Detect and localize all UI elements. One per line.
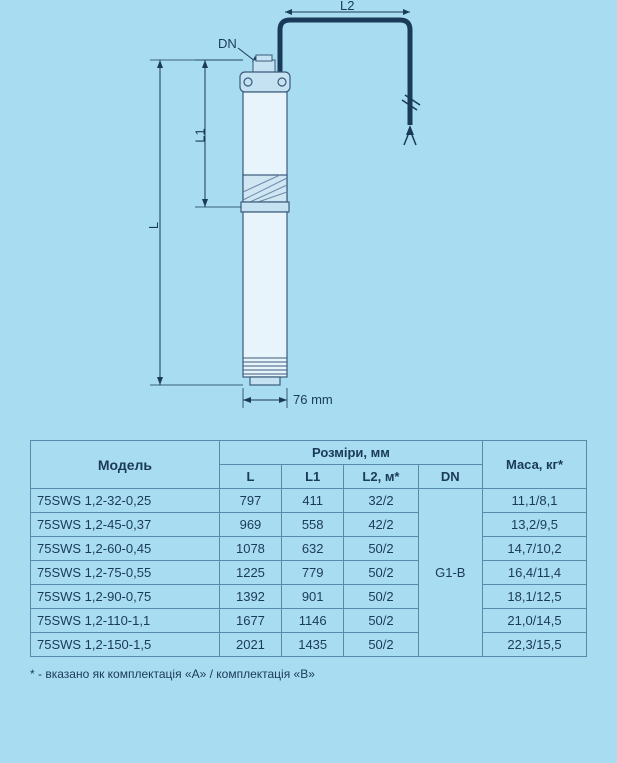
label-l: L bbox=[146, 222, 161, 229]
cell-l1: 558 bbox=[282, 513, 344, 537]
cell-model: 75SWS 1,2-90-0,75 bbox=[31, 585, 220, 609]
th-dn: DN bbox=[418, 465, 482, 489]
footnote: * - вказано як комплектація «А» / компле… bbox=[0, 657, 617, 681]
dimensions-table: Модель Розміри, мм Маса, кг* L L1 L2, м*… bbox=[30, 440, 587, 657]
cell-l2: 50/2 bbox=[344, 537, 418, 561]
table-row: 75SWS 1,2-90-0,75139290150/2 18,1/12,5 bbox=[31, 585, 587, 609]
cell-mass: 13,2/9,5 bbox=[482, 513, 586, 537]
cell-mass: 11,1/8,1 bbox=[482, 489, 586, 513]
cell-l2: 50/2 bbox=[344, 633, 418, 657]
cell-model: 75SWS 1,2-32-0,25 bbox=[31, 489, 220, 513]
cell-mass: 22,3/15,5 bbox=[482, 633, 586, 657]
th-mass: Маса, кг* bbox=[482, 441, 586, 489]
cell-model: 75SWS 1,2-60-0,45 bbox=[31, 537, 220, 561]
cell-l2: 32/2 bbox=[344, 489, 418, 513]
table-row: 75SWS 1,2-60-0,45107863250/2 14,7/10,2 bbox=[31, 537, 587, 561]
cell-l: 797 bbox=[219, 489, 281, 513]
cell-mass: 14,7/10,2 bbox=[482, 537, 586, 561]
pump-diagram: DN L2 L1 L 76 mm bbox=[0, 0, 617, 440]
th-dimensions: Розміри, мм bbox=[219, 441, 482, 465]
cell-l: 969 bbox=[219, 513, 281, 537]
cell-model: 75SWS 1,2-110-1,1 bbox=[31, 609, 220, 633]
label-l1: L1 bbox=[193, 128, 208, 142]
cell-l: 2021 bbox=[219, 633, 281, 657]
cell-mass: 18,1/12,5 bbox=[482, 585, 586, 609]
cell-l1: 1435 bbox=[282, 633, 344, 657]
cell-l2: 50/2 bbox=[344, 609, 418, 633]
th-l: L bbox=[219, 465, 281, 489]
cell-l1: 632 bbox=[282, 537, 344, 561]
table-row: 75SWS 1,2-150-1,52021143550/2 22,3/15,5 bbox=[31, 633, 587, 657]
cell-mass: 21,0/14,5 bbox=[482, 609, 586, 633]
label-dn: DN bbox=[218, 36, 237, 51]
table-body: 75SWS 1,2-32-0,2579741132/2G1-B11,1/8,17… bbox=[31, 489, 587, 657]
cell-l: 1677 bbox=[219, 609, 281, 633]
cell-l1: 411 bbox=[282, 489, 344, 513]
cell-l2: 50/2 bbox=[344, 585, 418, 609]
cell-model: 75SWS 1,2-75-0,55 bbox=[31, 561, 220, 585]
label-width: 76 mm bbox=[293, 392, 333, 407]
cell-l: 1078 bbox=[219, 537, 281, 561]
table-row: 75SWS 1,2-75-0,55122577950/2 16,4/11,4 bbox=[31, 561, 587, 585]
cell-l: 1392 bbox=[219, 585, 281, 609]
cell-model: 75SWS 1,2-150-1,5 bbox=[31, 633, 220, 657]
cell-mass: 16,4/11,4 bbox=[482, 561, 586, 585]
table-row: 75SWS 1,2-110-1,11677114650/2 21,0/14,5 bbox=[31, 609, 587, 633]
cell-l1: 1146 bbox=[282, 609, 344, 633]
cell-l: 1225 bbox=[219, 561, 281, 585]
cell-model: 75SWS 1,2-45-0,37 bbox=[31, 513, 220, 537]
label-l2: L2 bbox=[340, 0, 354, 13]
th-l1: L1 bbox=[282, 465, 344, 489]
table-row: 75SWS 1,2-45-0,3796955842/2 13,2/9,5 bbox=[31, 513, 587, 537]
dimensions-table-wrapper: Модель Розміри, мм Маса, кг* L L1 L2, м*… bbox=[0, 440, 617, 657]
cell-l2: 50/2 bbox=[344, 561, 418, 585]
cell-l1: 779 bbox=[282, 561, 344, 585]
cell-dn: G1-B bbox=[418, 489, 482, 657]
th-model: Модель bbox=[31, 441, 220, 489]
th-l2: L2, м* bbox=[344, 465, 418, 489]
table-row: 75SWS 1,2-32-0,2579741132/2G1-B11,1/8,1 bbox=[31, 489, 587, 513]
cell-l2: 42/2 bbox=[344, 513, 418, 537]
cell-l1: 901 bbox=[282, 585, 344, 609]
